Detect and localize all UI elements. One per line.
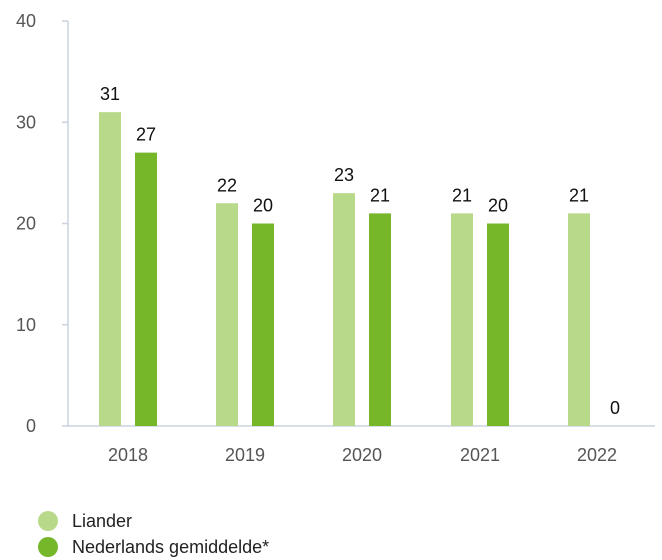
data-label: 23	[334, 165, 354, 185]
bar-liander	[99, 112, 121, 426]
y-tick-label: 40	[16, 11, 36, 31]
x-tick-label: 2019	[225, 445, 265, 465]
data-label: 27	[136, 125, 156, 145]
bar-liander	[451, 213, 473, 426]
data-label: 21	[370, 185, 390, 205]
bar-liander	[216, 203, 238, 426]
legend-label-liander: Liander	[72, 510, 133, 531]
y-tick-label: 20	[16, 214, 36, 234]
bar-nederlands-gemiddelde	[135, 152, 157, 426]
bar-nederlands-gemiddelde	[487, 223, 509, 426]
x-tick-label: 2018	[108, 445, 148, 465]
data-label: 21	[569, 185, 589, 205]
x-tick-label: 2020	[342, 445, 382, 465]
data-label: 20	[488, 196, 508, 216]
bars	[99, 112, 590, 426]
y-tick-label: 0	[26, 416, 36, 436]
data-label: 31	[100, 84, 120, 104]
bar-nederlands-gemiddelde	[369, 213, 391, 426]
value-labels: 31 27 22 20 23 21 21 20 21 0	[100, 84, 620, 418]
data-label: 20	[253, 196, 273, 216]
legend-swatch-liander	[38, 511, 58, 531]
data-label: 21	[452, 185, 472, 205]
legend-swatch-nederlands-gemiddelde	[38, 537, 58, 557]
legend-item-nederlands-gemiddelde: Nederlands gemiddelde*	[38, 534, 269, 560]
bar-chart: 0 10 20 30 40 2018 2019 2020 2021 2022 31 27 22 20 23…	[16, 11, 655, 465]
data-label: 0	[610, 398, 620, 418]
x-tick-label: 2021	[460, 445, 500, 465]
legend: Liander Nederlands gemiddelde*	[38, 508, 269, 560]
bar-nederlands-gemiddelde	[252, 223, 274, 426]
data-label: 22	[217, 175, 237, 195]
legend-label-nederlands-gemiddelde: Nederlands gemiddelde*	[72, 536, 270, 557]
x-tick-label: 2022	[577, 445, 617, 465]
y-tick-label: 10	[16, 315, 36, 335]
bar-liander	[568, 213, 590, 426]
y-tick-label: 30	[16, 112, 36, 132]
bar-liander	[333, 193, 355, 426]
legend-item-liander: Liander	[38, 508, 269, 534]
